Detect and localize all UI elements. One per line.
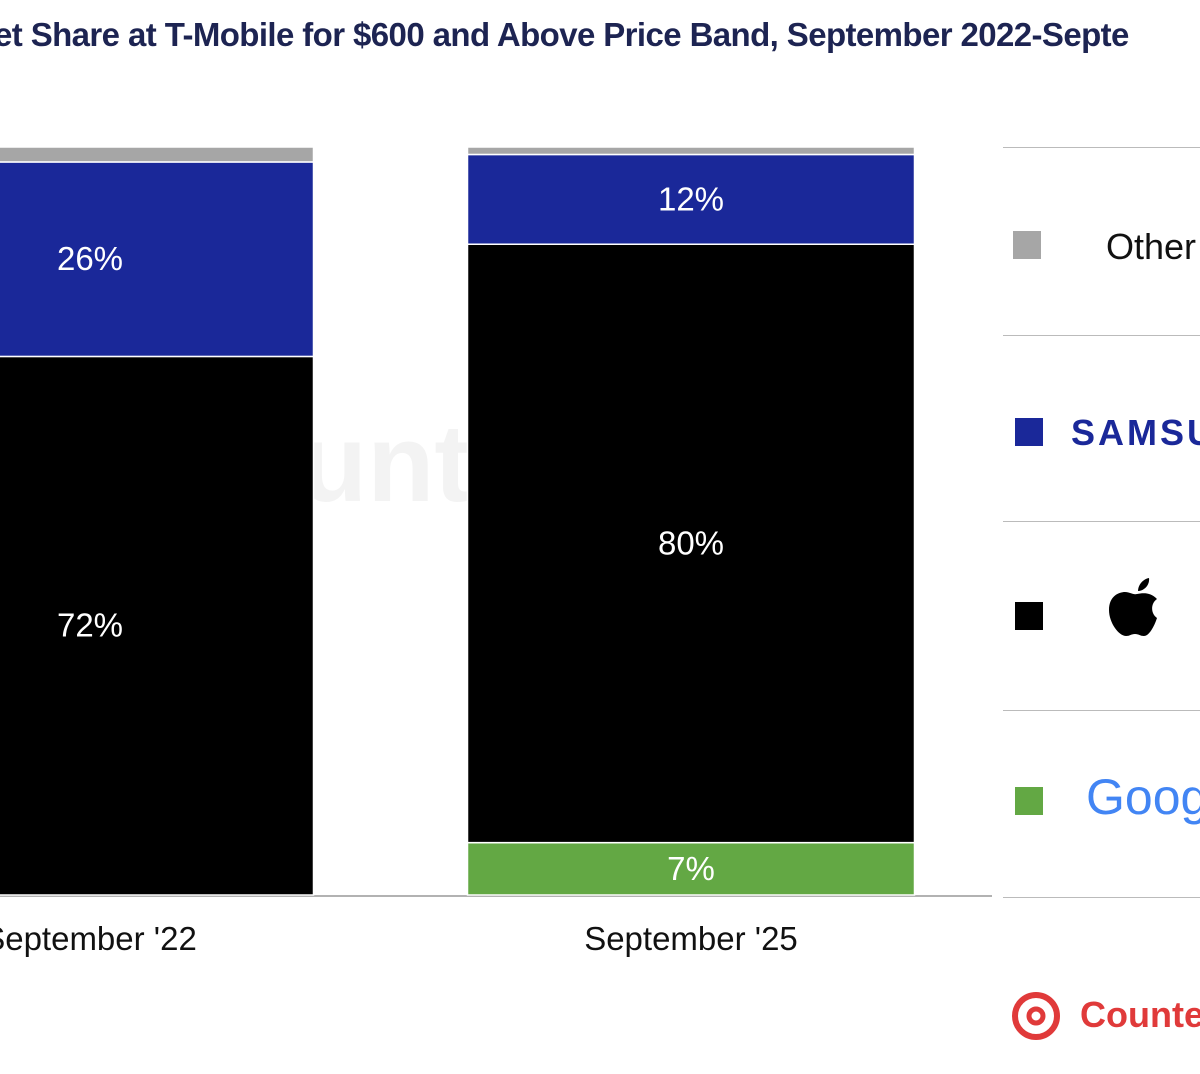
counterpoint-logo-text: Counte [1080,994,1200,1035]
data-label: 12% [658,180,724,217]
legend-swatch-samsung [1015,418,1043,446]
chart-title: et Share at T-Mobile for $600 and Above … [0,16,1129,53]
apple-logo-icon [1109,578,1157,636]
data-label: 80% [658,524,724,561]
legend-swatch-google [1015,787,1043,815]
legend-label-others: Other [1106,226,1197,267]
bar-segment-samsung [466,153,916,245]
samsung-logo: SAMSU [1071,412,1200,453]
legend-divider [1003,147,1200,148]
bar-segment-samsung [0,161,315,358]
legend-divider [1003,897,1200,898]
bar-segment-others [466,146,916,156]
bar-segment-others [0,146,315,163]
legend-swatch-apple [1015,602,1043,630]
data-label: 7% [667,850,715,887]
legend-divider [1003,335,1200,336]
data-label: 72% [57,607,123,644]
stacked-bar-chart: 72% 26% September '22 7% 80% 12% September '25 [0,146,992,957]
data-label: 26% [57,240,123,277]
legend-divider [1003,521,1200,522]
bar-segment-apple [0,355,315,896]
x-tick-label: September '22 [0,920,197,957]
counterpoint-logo-icon [1012,992,1060,1040]
legend-divider [1003,710,1200,711]
google-logo: Goog [1086,769,1200,825]
x-tick-label: September '25 [584,920,798,957]
bar-segment-apple [466,243,916,844]
legend-swatch-others [1013,231,1041,259]
bar-segment-google [466,841,916,896]
